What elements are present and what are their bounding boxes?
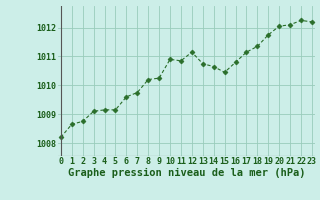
X-axis label: Graphe pression niveau de la mer (hPa): Graphe pression niveau de la mer (hPa) <box>68 168 305 178</box>
